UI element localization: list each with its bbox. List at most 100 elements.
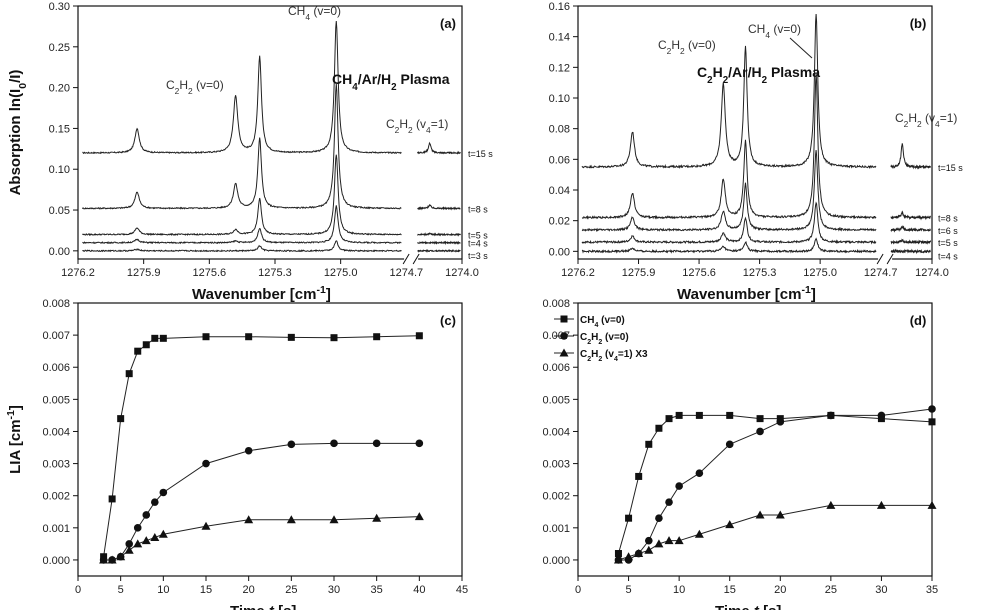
series-time-label: t=6 s [938, 226, 958, 236]
x-axis-label: Time t [s] [715, 603, 781, 610]
data-point [159, 488, 168, 497]
x-tick-label: 40 [413, 584, 425, 596]
data-point [674, 536, 684, 545]
data-point [625, 514, 633, 522]
series-time-label: t=5 s [468, 231, 488, 241]
spectrum-line [581, 237, 877, 254]
x-tick-label: 30 [875, 584, 887, 596]
axis-break-mark [886, 253, 894, 265]
y-tick-label: 0.004 [42, 426, 70, 438]
data-point [635, 472, 643, 480]
series-line [618, 504, 932, 561]
data-point [244, 515, 254, 524]
data-point [116, 552, 126, 561]
data-point [644, 545, 654, 554]
y-tick-label: 0.30 [49, 1, 70, 13]
spectrum-line [581, 201, 877, 245]
data-point [826, 500, 836, 509]
spectrum-line-v4 [417, 232, 461, 237]
x-axis-label: Time t [s] [230, 603, 296, 610]
series-time-label: t=8 s [938, 214, 958, 224]
data-point [928, 405, 936, 413]
y-tick-label: 0.003 [42, 459, 70, 471]
series-line [618, 408, 933, 561]
spectrum-line-v4 [416, 141, 461, 155]
plot-frame-c [77, 302, 463, 577]
y-tick-label: 0.25 [49, 42, 70, 54]
y-tick-label: 0.000 [42, 555, 70, 567]
data-point [142, 341, 150, 349]
data-point [775, 510, 785, 519]
data-point [245, 333, 253, 341]
y-tick-label: 0.007 [42, 330, 70, 342]
data-point [928, 418, 936, 426]
spectrum-line-v4 [890, 238, 932, 245]
y-tick-label: 0.006 [42, 362, 70, 374]
x-tick-label: 5 [626, 584, 632, 596]
x-tick-label: 0 [575, 584, 581, 596]
data-point [675, 482, 683, 490]
data-point [624, 552, 634, 561]
data-point [286, 515, 296, 524]
data-point [634, 549, 644, 558]
x-tick-label: 1275.3 [743, 267, 777, 279]
peak-annotation: C2H2 (v=0) [166, 78, 224, 96]
data-point [330, 334, 338, 342]
x-tick-label: 1275.0 [803, 267, 837, 279]
series-time-label: t=3 s [468, 251, 488, 261]
data-point [151, 334, 159, 342]
data-point [202, 333, 210, 341]
y-tick-label: 0.00 [49, 246, 70, 258]
y-tick-label: 0.02 [549, 216, 570, 228]
axis-break-mark [402, 253, 410, 265]
data-point [372, 439, 381, 448]
data-point [287, 440, 296, 449]
data-point [329, 515, 339, 524]
y-tick-label: 0.16 [549, 1, 570, 13]
y-tick-label: 0.001 [42, 523, 70, 535]
data-point [125, 540, 133, 548]
data-point [654, 539, 664, 548]
data-point [151, 498, 159, 506]
y-tick-label: 0.008 [542, 298, 570, 310]
y-axis-label: LIA [cm-1] [5, 405, 24, 474]
data-point [927, 500, 937, 509]
data-point [665, 498, 673, 506]
data-point [373, 333, 381, 341]
spectrum-line [81, 83, 402, 210]
data-point [108, 495, 116, 503]
y-tick-label: 0.06 [549, 154, 570, 166]
y-tick-label: 0.003 [542, 459, 570, 471]
y-tick-label: 0.04 [549, 185, 570, 197]
y-tick-label: 0.05 [49, 205, 70, 217]
legend-label: CH4 (v=0) [580, 315, 625, 329]
x-tick-label: 10 [673, 584, 685, 596]
data-point [695, 411, 703, 419]
x-tick-label: 20 [774, 584, 786, 596]
spectrum-line-v4 [890, 248, 931, 255]
peak-annotation: CH4 (v=0) [288, 4, 341, 22]
data-point [372, 513, 382, 522]
data-point [877, 411, 886, 420]
x-tick-label: 1276.2 [561, 267, 595, 279]
peak-annotation: C2H2 (v4=1) [386, 117, 448, 135]
y-tick-label: 0.15 [49, 123, 70, 135]
spectrum-line-v4 [417, 203, 461, 211]
peak-annotation: C2H2 (v4=1) [895, 111, 957, 129]
data-point [107, 555, 117, 564]
series-time-label: t=15 s [938, 163, 963, 173]
data-point [159, 334, 167, 342]
x-tick-label: 30 [328, 584, 340, 596]
spectrum-line-v4 [890, 210, 932, 221]
y-tick-label: 0.20 [49, 83, 70, 95]
data-point [613, 555, 623, 564]
legend-label: C2H2 (v=0) [580, 332, 629, 346]
x-tick-label: 35 [926, 584, 938, 596]
spectrum-line-v4 [890, 143, 932, 170]
data-point [725, 440, 734, 449]
spectrum-line [581, 72, 877, 220]
spectrum-line [82, 21, 402, 155]
x-tick-label: 25 [285, 584, 297, 596]
data-point [655, 514, 663, 522]
